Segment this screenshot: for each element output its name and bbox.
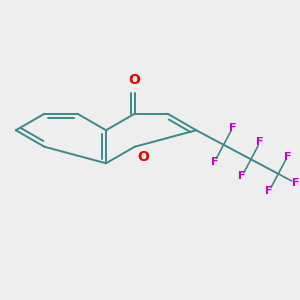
Text: F: F [266, 186, 273, 196]
Text: F: F [284, 152, 291, 162]
Text: O: O [137, 150, 149, 164]
Text: F: F [292, 178, 299, 188]
Text: F: F [229, 123, 236, 133]
Text: F: F [238, 172, 245, 182]
Text: F: F [211, 157, 218, 167]
Text: O: O [129, 73, 141, 87]
Text: F: F [256, 137, 264, 147]
